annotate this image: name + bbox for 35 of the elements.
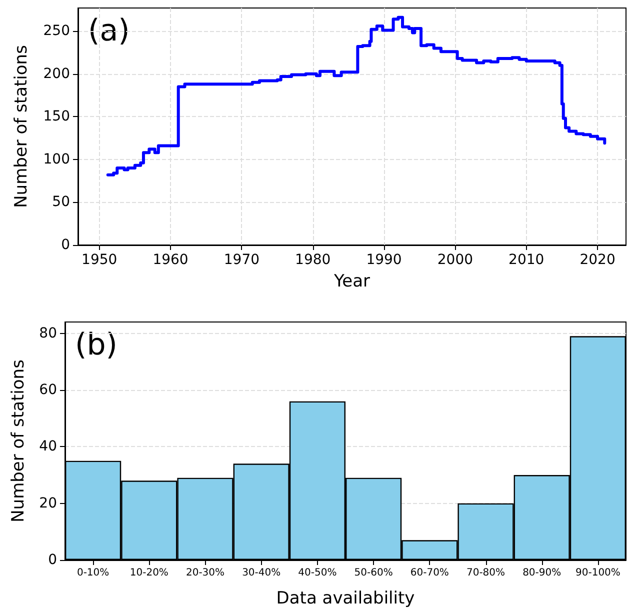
y-axis-title: Number of stations: [12, 44, 32, 208]
y-tick-label: 80: [39, 325, 57, 342]
x-tick-label: 0-10%: [76, 568, 110, 578]
x-tick-label: 80-90%: [522, 568, 562, 578]
x-tick-label: 90-100%: [575, 568, 620, 578]
x-tick-label: 2000: [437, 252, 474, 268]
x-tick-label: 1990: [366, 252, 402, 268]
y-tick-label: 40: [39, 438, 57, 455]
x-axis-title: Year: [333, 272, 370, 292]
x-axis-title: Data availability: [276, 588, 415, 608]
x-tick-label: 50-60%: [354, 568, 393, 578]
y-tick-label: 0: [48, 552, 57, 568]
annotation: (a): [88, 14, 130, 48]
x-tick-label: 10-20%: [130, 568, 168, 578]
y-tick-label: 200: [43, 66, 70, 82]
y-tick-label: 150: [43, 108, 70, 125]
y-tick-label: 250: [43, 23, 70, 40]
x-tick-label: 20-30%: [186, 568, 225, 578]
y-axis-title: Number of stations: [8, 359, 28, 522]
x-tick-label: 40-50%: [298, 568, 337, 578]
y-tick-label: 60: [39, 382, 57, 398]
x-tick-label: 60-70%: [410, 568, 449, 578]
x-tick-label: 1970: [224, 252, 260, 268]
x-tick-label: 70-80%: [466, 568, 506, 578]
x-tick-label: 1980: [295, 252, 331, 268]
x-tick-label: 2010: [508, 252, 544, 268]
x-tick-label: 1950: [82, 252, 118, 268]
y-tick-label: 50: [52, 194, 70, 210]
y-tick-label: 20: [39, 495, 57, 512]
y-tick-label: 0: [61, 237, 70, 253]
x-tick-label: 1960: [152, 252, 188, 268]
x-tick-label: 30-40%: [242, 568, 281, 578]
annotation: (b): [75, 328, 118, 362]
y-tick-label: 100: [43, 151, 70, 168]
x-tick-label: 2020: [580, 252, 616, 268]
